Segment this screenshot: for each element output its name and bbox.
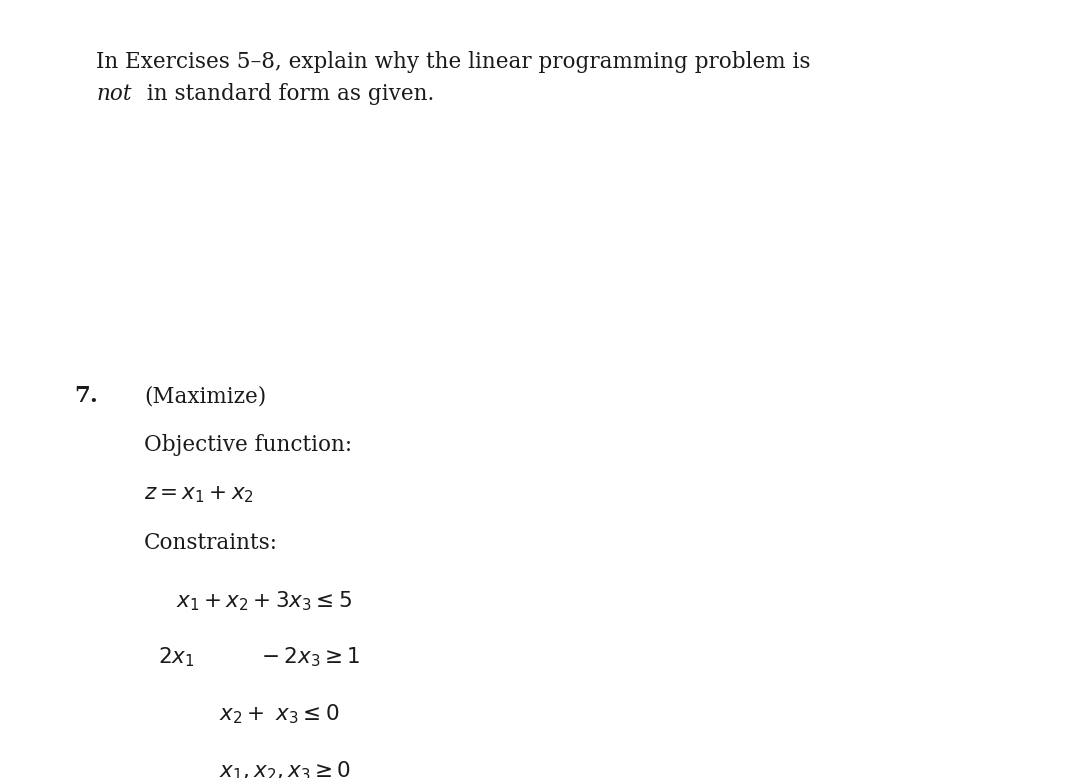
Text: $x_1 + x_2 + 3x_3 \leq 5$: $x_1 + x_2 + 3x_3 \leq 5$ xyxy=(176,589,352,612)
Text: $z = x_1 + x_2$: $z = x_1 + x_2$ xyxy=(144,483,254,505)
Text: in standard form as given.: in standard form as given. xyxy=(140,83,434,105)
Text: not: not xyxy=(96,83,131,105)
Text: Constraints:: Constraints: xyxy=(144,532,278,554)
Text: $x_1, x_2, x_3 \geq 0$: $x_1, x_2, x_3 \geq 0$ xyxy=(219,759,351,778)
Text: 7.: 7. xyxy=(75,385,98,407)
Text: In Exercises 5–8, explain why the linear programming problem is: In Exercises 5–8, explain why the linear… xyxy=(96,51,811,72)
Text: $2x_1 \qquad\quad - 2x_3 \geq 1$: $2x_1 \qquad\quad - 2x_3 \geq 1$ xyxy=(158,646,361,669)
Text: Objective function:: Objective function: xyxy=(144,434,352,456)
Text: (Maximize): (Maximize) xyxy=(144,385,267,407)
Text: $x_2 + \ x_3 \leq 0$: $x_2 + \ x_3 \leq 0$ xyxy=(219,703,339,726)
